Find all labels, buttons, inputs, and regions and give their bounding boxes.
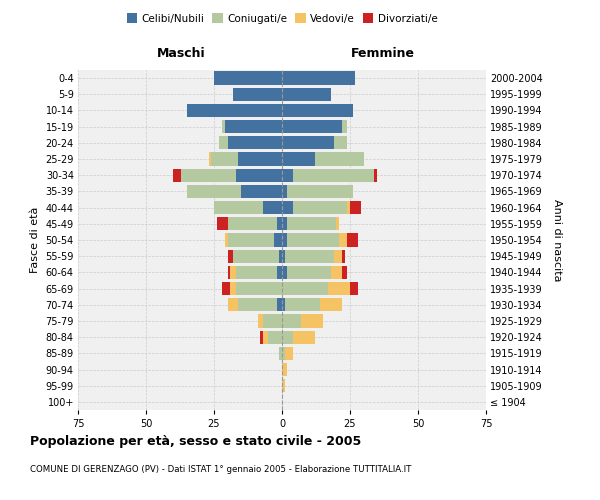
Bar [282,282,328,295]
Bar [282,185,287,198]
Bar [227,298,238,312]
Bar [279,346,282,360]
Bar [222,120,225,134]
Bar [241,185,282,198]
Bar [350,201,361,214]
Bar [282,234,287,246]
Bar [282,120,342,134]
Bar [287,266,331,279]
Bar [233,88,282,101]
Bar [285,298,320,312]
Bar [282,346,285,360]
Bar [227,136,282,149]
Bar [227,234,274,246]
Bar [334,250,342,263]
Bar [227,217,277,230]
Bar [342,120,347,134]
Bar [263,330,268,344]
Bar [279,250,282,263]
Text: Femmine: Femmine [350,48,415,60]
Bar [374,168,377,182]
Bar [282,379,285,392]
Bar [282,201,293,214]
Bar [282,330,293,344]
Bar [282,72,355,85]
Bar [293,201,347,214]
Bar [187,185,241,198]
Bar [214,72,282,85]
Bar [282,298,285,312]
Bar [227,266,230,279]
Bar [274,234,282,246]
Bar [227,250,233,263]
Bar [314,152,364,166]
Bar [233,250,279,263]
Bar [277,298,282,312]
Bar [225,120,282,134]
Text: Maschi: Maschi [157,48,206,60]
Bar [282,266,287,279]
Bar [293,168,374,182]
Bar [320,298,342,312]
Bar [350,282,358,295]
Bar [236,168,282,182]
Bar [334,136,347,149]
Bar [187,104,282,117]
Y-axis label: Anni di nascita: Anni di nascita [553,198,562,281]
Bar [342,266,347,279]
Bar [347,201,350,214]
Bar [282,168,293,182]
Bar [263,314,282,328]
Bar [277,217,282,230]
Bar [282,363,287,376]
Bar [331,266,342,279]
Bar [337,217,339,230]
Bar [282,136,334,149]
Bar [222,282,230,295]
Bar [339,234,347,246]
Bar [342,250,344,263]
Bar [282,314,301,328]
Bar [181,168,236,182]
Bar [293,330,314,344]
Bar [287,185,353,198]
Bar [287,217,337,230]
Bar [225,234,227,246]
Bar [347,234,358,246]
Y-axis label: Fasce di età: Fasce di età [30,207,40,273]
Text: COMUNE DI GERENZAGO (PV) - Dati ISTAT 1° gennaio 2005 - Elaborazione TUTTITALIA.: COMUNE DI GERENZAGO (PV) - Dati ISTAT 1°… [30,465,412,474]
Bar [285,250,334,263]
Bar [260,330,263,344]
Bar [301,314,323,328]
Bar [257,314,263,328]
Bar [282,152,314,166]
Bar [282,88,331,101]
Bar [285,346,293,360]
Bar [238,152,282,166]
Bar [263,201,282,214]
Bar [211,152,238,166]
Bar [282,250,285,263]
Bar [173,168,181,182]
Bar [287,234,339,246]
Bar [209,152,211,166]
Bar [220,136,227,149]
Text: Popolazione per età, sesso e stato civile - 2005: Popolazione per età, sesso e stato civil… [30,435,361,448]
Bar [230,282,236,295]
Legend: Celibi/Nubili, Coniugati/e, Vedovi/e, Divorziati/e: Celibi/Nubili, Coniugati/e, Vedovi/e, Di… [124,10,440,26]
Bar [282,104,353,117]
Bar [214,201,263,214]
Bar [236,266,277,279]
Bar [282,217,287,230]
Bar [328,282,350,295]
Bar [268,330,282,344]
Bar [217,217,227,230]
Bar [230,266,236,279]
Bar [238,298,277,312]
Bar [277,266,282,279]
Bar [236,282,282,295]
